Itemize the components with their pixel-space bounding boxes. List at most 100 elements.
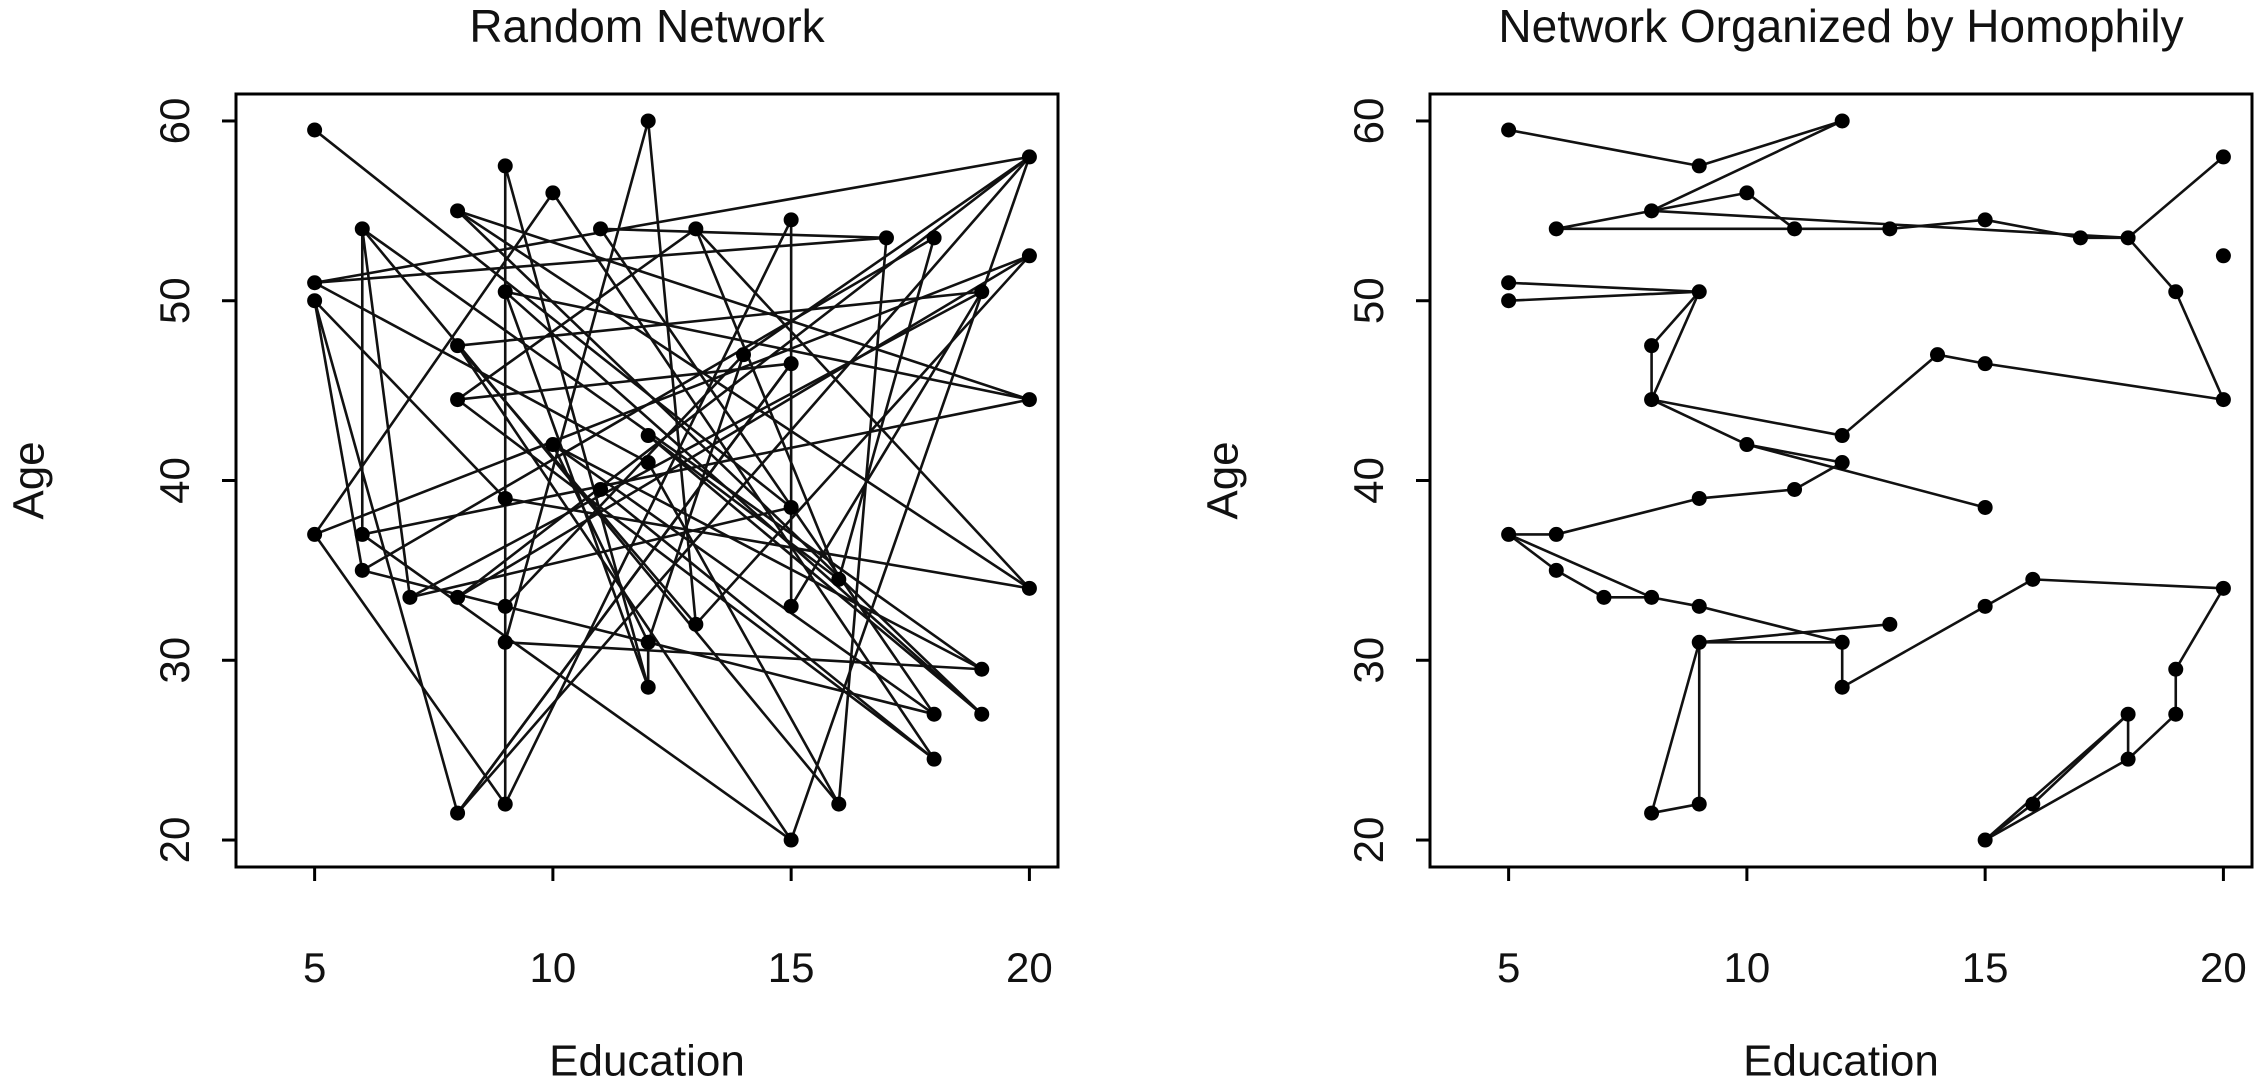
node bbox=[1739, 437, 1755, 453]
edge bbox=[456, 209, 1031, 590]
node bbox=[1501, 275, 1517, 291]
node bbox=[1691, 490, 1707, 506]
edge bbox=[505, 640, 982, 671]
edge bbox=[314, 254, 1030, 536]
node bbox=[307, 122, 323, 138]
x-tick-label: 5 bbox=[1497, 944, 1520, 991]
node bbox=[783, 832, 799, 848]
node bbox=[926, 706, 942, 722]
y-tick-label: 60 bbox=[1345, 98, 1392, 145]
edge bbox=[361, 533, 792, 842]
node bbox=[1834, 455, 1850, 471]
node bbox=[354, 562, 370, 578]
node bbox=[974, 706, 990, 722]
node bbox=[2168, 284, 2184, 300]
edge bbox=[647, 461, 840, 805]
edge bbox=[599, 488, 935, 761]
edge bbox=[1508, 290, 1700, 303]
edge bbox=[313, 300, 459, 814]
edge bbox=[1507, 533, 1558, 572]
edge bbox=[361, 569, 506, 608]
node bbox=[1977, 212, 1993, 228]
edge bbox=[2127, 713, 2177, 761]
edge bbox=[504, 290, 1030, 401]
edge bbox=[2174, 587, 2225, 670]
x-tick-label: 15 bbox=[1962, 944, 2009, 991]
edge bbox=[1698, 605, 1843, 644]
node bbox=[1548, 221, 1564, 237]
node bbox=[307, 526, 323, 542]
edge bbox=[1984, 362, 2224, 401]
edge bbox=[694, 254, 1031, 626]
edge bbox=[1650, 291, 1701, 401]
node bbox=[1021, 580, 1037, 596]
node bbox=[1691, 634, 1707, 650]
y-tick-label: 40 bbox=[1345, 457, 1392, 504]
node bbox=[545, 185, 561, 201]
node bbox=[593, 481, 609, 497]
node bbox=[1644, 392, 1660, 408]
node bbox=[1834, 679, 1850, 695]
edge bbox=[694, 227, 1031, 590]
edge bbox=[1651, 119, 1843, 213]
node bbox=[2168, 706, 2184, 722]
edge bbox=[1651, 398, 1843, 437]
edges bbox=[313, 120, 1031, 842]
chart-title: Network Organized by Homophily bbox=[1498, 0, 2183, 52]
x-tick-label: 15 bbox=[768, 944, 815, 991]
node bbox=[974, 661, 990, 677]
node bbox=[1644, 589, 1660, 605]
edge bbox=[1841, 353, 1939, 437]
edge bbox=[1508, 533, 1653, 599]
node bbox=[783, 499, 799, 515]
edge bbox=[1556, 209, 1652, 231]
y-tick-label: 50 bbox=[1345, 277, 1392, 324]
node bbox=[1977, 598, 1993, 614]
edge bbox=[504, 219, 793, 805]
edge bbox=[361, 227, 840, 805]
edge bbox=[1508, 128, 1700, 168]
node bbox=[640, 113, 656, 129]
edge bbox=[1651, 191, 1748, 213]
edge bbox=[1650, 641, 1701, 814]
edge bbox=[2031, 713, 2129, 806]
edge bbox=[314, 155, 1030, 285]
edge bbox=[314, 236, 887, 285]
node bbox=[1644, 338, 1660, 354]
edge bbox=[504, 290, 983, 716]
node bbox=[1882, 221, 1898, 237]
x-tick-label: 20 bbox=[2200, 944, 2247, 991]
node bbox=[1644, 203, 1660, 219]
node bbox=[1977, 499, 1993, 515]
node bbox=[926, 230, 942, 246]
edge bbox=[313, 192, 554, 536]
edge bbox=[457, 290, 982, 347]
edge bbox=[1651, 596, 1700, 608]
x-tick-label: 20 bbox=[1006, 944, 1053, 991]
edge bbox=[551, 443, 650, 643]
node bbox=[2025, 796, 2041, 812]
edge bbox=[503, 165, 650, 688]
node bbox=[640, 455, 656, 471]
edge bbox=[1698, 119, 1843, 168]
node bbox=[1501, 122, 1517, 138]
node bbox=[1501, 293, 1517, 309]
edge bbox=[742, 155, 1031, 356]
edge bbox=[2127, 155, 2225, 239]
edge bbox=[1746, 443, 1986, 509]
node bbox=[1021, 392, 1037, 408]
edge bbox=[313, 533, 507, 805]
node bbox=[735, 347, 751, 363]
y-tick-label: 20 bbox=[151, 817, 198, 864]
edge bbox=[837, 237, 888, 805]
edge bbox=[456, 227, 697, 401]
edge bbox=[599, 228, 936, 715]
edge bbox=[600, 227, 887, 240]
edge bbox=[1889, 218, 1986, 231]
node bbox=[640, 634, 656, 650]
edge bbox=[360, 228, 412, 598]
node bbox=[2025, 571, 2041, 587]
node bbox=[2215, 149, 2231, 165]
edge bbox=[1699, 488, 1795, 500]
edge bbox=[1841, 605, 1986, 689]
